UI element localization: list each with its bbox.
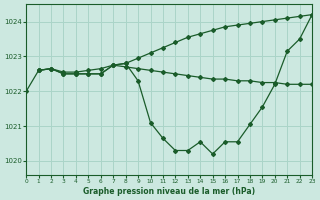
X-axis label: Graphe pression niveau de la mer (hPa): Graphe pression niveau de la mer (hPa) bbox=[83, 187, 255, 196]
